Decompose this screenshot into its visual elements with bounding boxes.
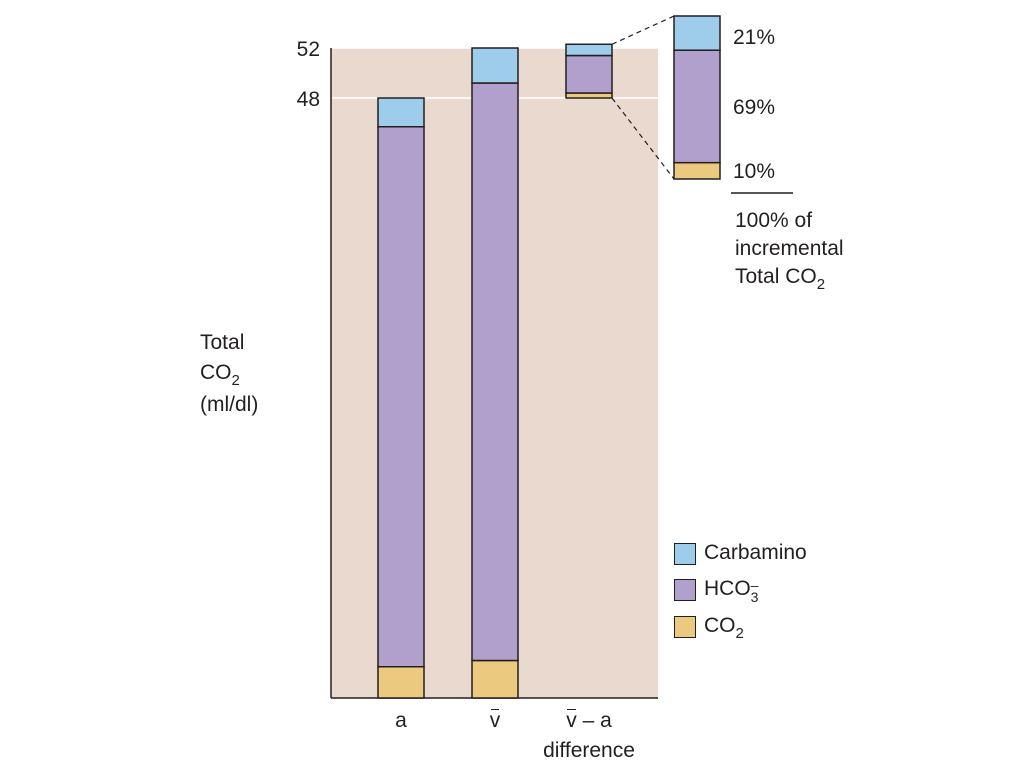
bar-v-minus-a-bicarbonate [565, 54, 613, 94]
inset-segment-co2 [673, 161, 721, 180]
x-category-v-minus-a: v – a difference [519, 706, 659, 766]
x-category-a: a [395, 709, 407, 732]
inset-segment-carbamino [673, 15, 721, 51]
inset-percent-co2: 10% [733, 160, 775, 183]
inset-percent-bicarbonate: 69% [733, 96, 775, 119]
y-tick-label-48: 48 [297, 88, 320, 111]
legend-swatch-carbamino [674, 543, 696, 565]
y-tick-label-52: 52 [297, 38, 320, 61]
y-axis-label: Total CO2 (ml/dl) [200, 331, 259, 416]
bar-v-co2 [471, 659, 519, 699]
bar-a-carbamino [377, 97, 425, 128]
inset-segment-bicarbonate [673, 49, 721, 164]
bar-v-minus-a-carbamino [565, 43, 613, 57]
legend-label-bicarbonate: HCO– 3 [704, 577, 759, 605]
bar-v-carbamino [471, 47, 519, 84]
connector-top [611, 15, 675, 45]
inset-percent-carbamino: 21% [733, 26, 775, 49]
bar-a-co2 [377, 666, 425, 699]
inset-total-label: 100% of incremental Total CO2 [735, 209, 844, 293]
legend-label-co2: CO2 [704, 614, 744, 642]
bar-v-bicarbonate [471, 82, 519, 662]
connector-bottom [611, 97, 675, 180]
bar-a-bicarbonate [377, 126, 425, 668]
legend-label-carbamino: Carbamino [704, 541, 807, 564]
legend-swatch-bicarbonate [674, 579, 696, 601]
x-category-v: v [425, 706, 565, 736]
legend-swatch-co2 [674, 616, 696, 638]
